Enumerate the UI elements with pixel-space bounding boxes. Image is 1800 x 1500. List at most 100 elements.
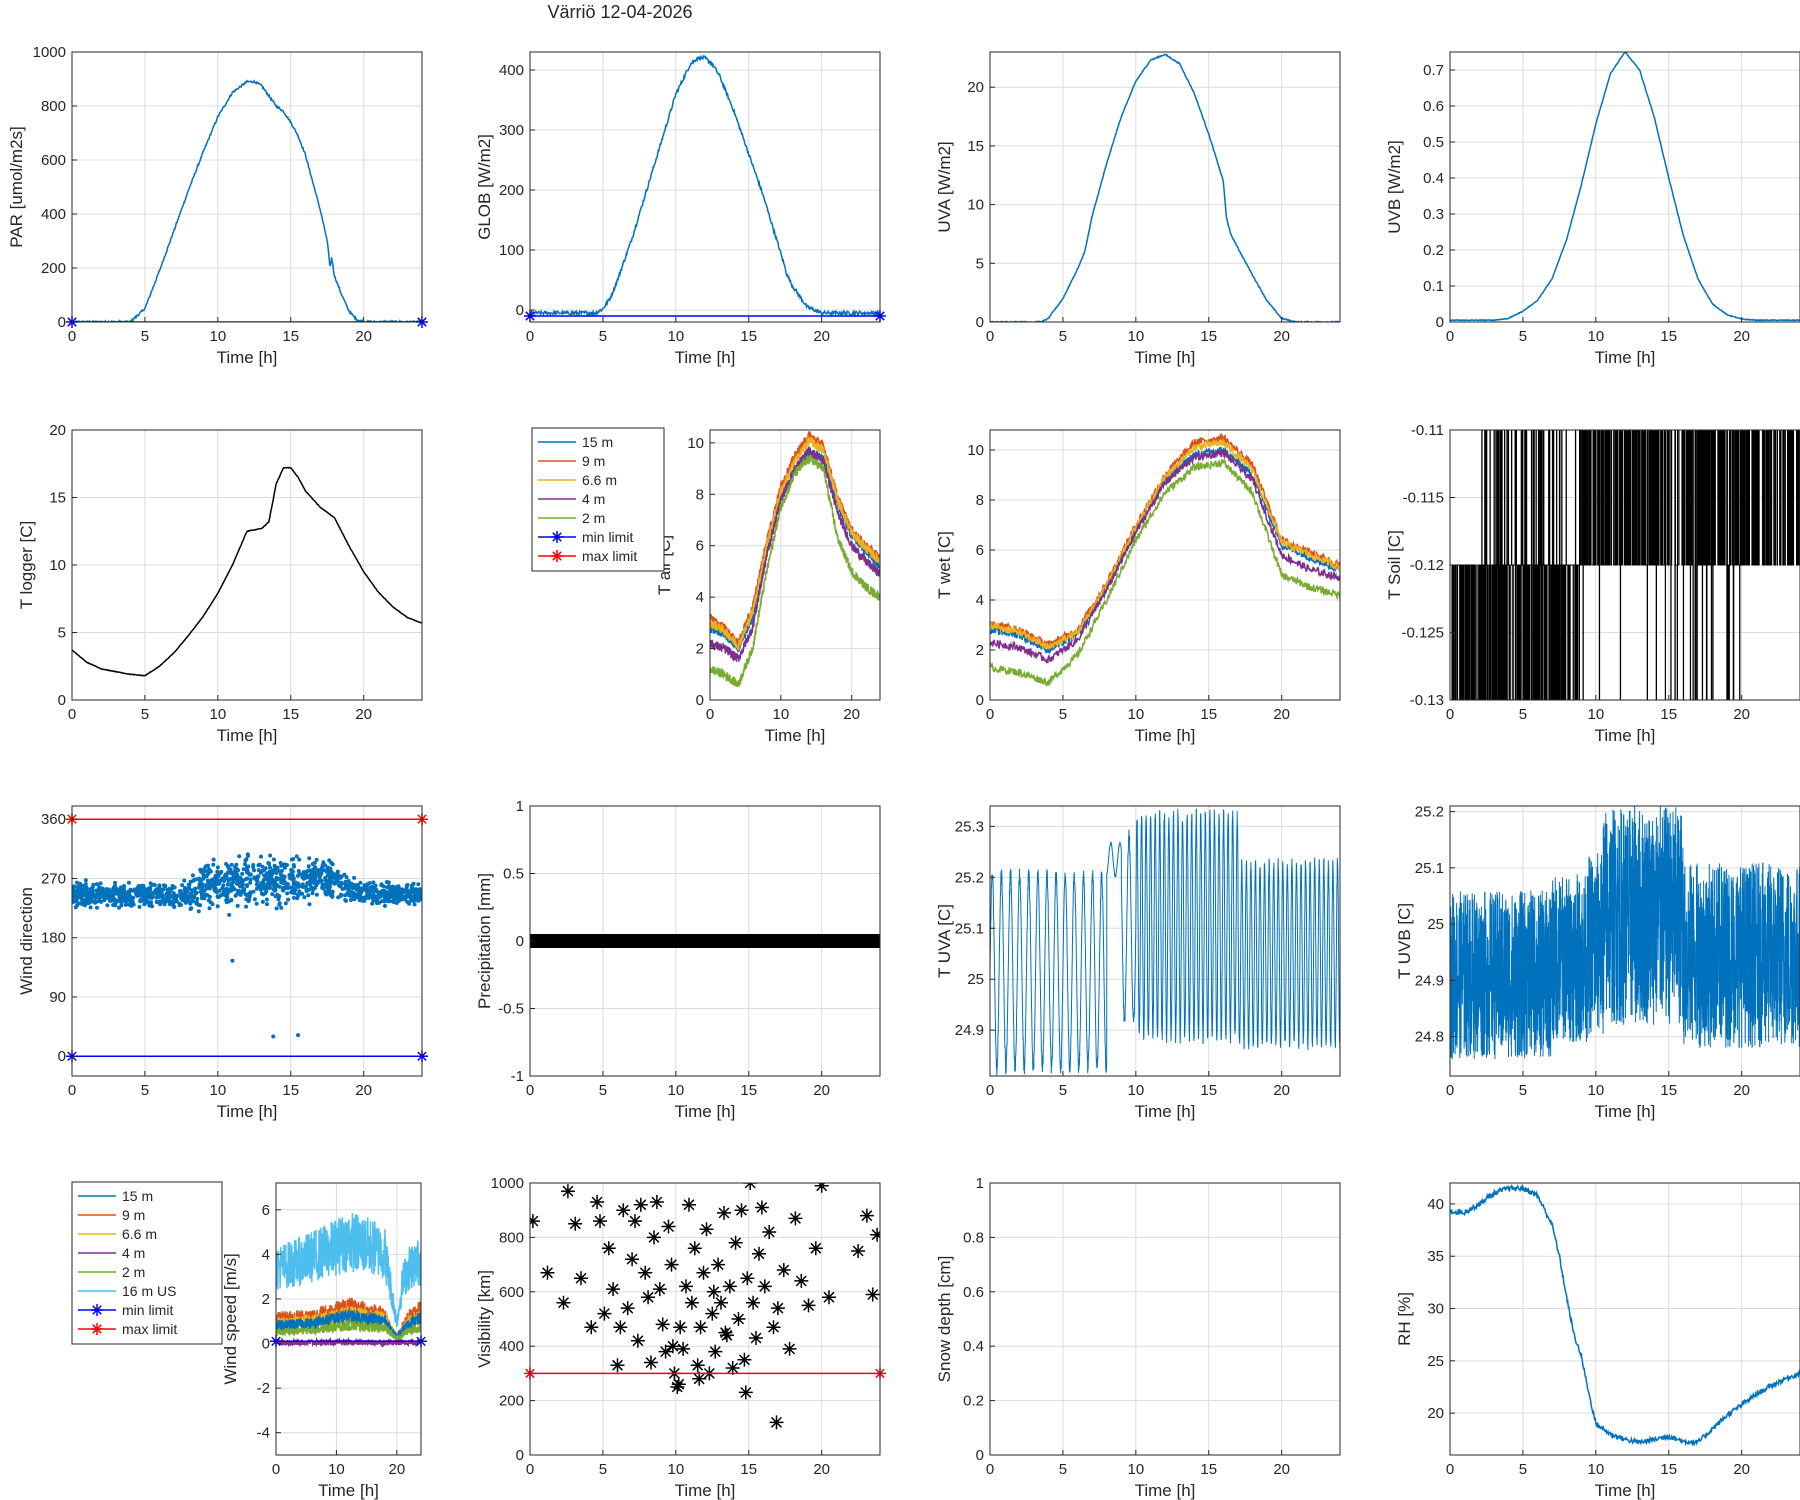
wind-direction-point bbox=[395, 897, 400, 901]
wind-direction-point bbox=[245, 884, 249, 889]
wind-direction-point bbox=[391, 898, 396, 903]
visibility-point bbox=[597, 1306, 612, 1321]
visibility-point bbox=[673, 1320, 688, 1335]
x-axis-label: Time [h] bbox=[318, 1481, 379, 1500]
visibility-point bbox=[633, 1197, 648, 1212]
x-tick-label: 15 bbox=[740, 1461, 757, 1478]
wind-direction-point bbox=[309, 885, 314, 890]
visibility-point bbox=[757, 1279, 772, 1294]
wind-direction-point bbox=[79, 901, 84, 906]
chart-tlogger: 0 5 10 15 20 0 5 10 15 20 Time [h] T logger [C] bbox=[17, 422, 423, 745]
x-tick-label: 5 bbox=[599, 1082, 607, 1099]
x-tick-label: 15 bbox=[1200, 1082, 1217, 1099]
y-tick-label: 800 bbox=[499, 1229, 524, 1246]
wind-direction-point bbox=[243, 858, 248, 863]
y-tick-label: 0.4 bbox=[1423, 170, 1444, 187]
y-axis-label: T Soil [C] bbox=[1385, 530, 1404, 600]
x-tick-label: 10 bbox=[1587, 706, 1604, 723]
legend-label: 6.6 m bbox=[122, 1226, 157, 1242]
wind-direction-point bbox=[94, 894, 98, 899]
x-tick-label: 5 bbox=[1519, 1082, 1527, 1099]
wind-direction-point bbox=[370, 901, 375, 906]
wind-direction-point bbox=[419, 897, 422, 902]
wind-direction-point bbox=[400, 896, 405, 901]
legend-t-air: 15 m 9 m 6.6 m 4 m 2 m min limit max limit bbox=[531, 427, 665, 572]
y-tick-label: 4 bbox=[976, 592, 984, 609]
wind-direction-point bbox=[412, 897, 417, 902]
visibility-point bbox=[687, 1241, 702, 1256]
wind-direction-point bbox=[74, 889, 79, 894]
series-0 bbox=[1450, 430, 1800, 700]
y-tick-label: 25.1 bbox=[955, 920, 984, 937]
wind-direction-point bbox=[235, 881, 240, 886]
visibility-point bbox=[556, 1295, 571, 1310]
wind-direction-point bbox=[260, 899, 265, 904]
wind-direction-point bbox=[216, 872, 221, 877]
y-axis-label: Visibility [km] bbox=[475, 1270, 494, 1368]
wind-direction-point bbox=[265, 902, 269, 907]
wind-direction-point bbox=[118, 894, 123, 899]
legend-star-marker bbox=[551, 531, 563, 543]
axes-frame bbox=[989, 51, 1341, 323]
wind-direction-point bbox=[289, 868, 294, 873]
x-tick-label: 10 bbox=[1587, 1082, 1604, 1099]
visibility-point bbox=[652, 1282, 667, 1297]
wind-direction-point bbox=[317, 868, 322, 873]
visibility-point bbox=[752, 1246, 766, 1261]
x-axis-label: Time [h] bbox=[1135, 348, 1196, 367]
wind-direction-point bbox=[190, 898, 195, 903]
wind-direction-point bbox=[206, 898, 211, 903]
wind-direction-point bbox=[217, 894, 221, 899]
wind-direction-point bbox=[259, 891, 264, 896]
wind-direction-point bbox=[349, 894, 354, 899]
wind-direction-point bbox=[306, 887, 311, 892]
y-tick-label: 1000 bbox=[33, 44, 66, 61]
wind-direction-point bbox=[329, 879, 334, 884]
x-tick-label: 20 bbox=[843, 706, 860, 723]
x-tick-label: 5 bbox=[1059, 706, 1067, 723]
wind-direction-point bbox=[220, 886, 225, 891]
wind-direction-point bbox=[279, 880, 284, 885]
visibility-point bbox=[728, 1235, 743, 1250]
wind-direction-point bbox=[252, 897, 257, 902]
y-tick-label: 25.1 bbox=[1415, 860, 1444, 877]
wind-direction-point bbox=[260, 864, 265, 869]
y-tick-label: 10 bbox=[687, 435, 704, 452]
chart-precip: 0 5 10 15 20 -1 -0.5 0 0.5 1 Time [h] Precipitation… bbox=[475, 798, 881, 1121]
figure-title: Värriö 12-04-2026 bbox=[547, 2, 692, 22]
series-2-m bbox=[710, 454, 880, 688]
wind-direction-point bbox=[230, 870, 235, 875]
wind-direction-point bbox=[296, 869, 301, 873]
y-tick-label: 25 bbox=[967, 971, 984, 988]
wind-direction-point bbox=[379, 882, 384, 887]
wind-direction-point bbox=[286, 897, 291, 902]
series-9-m bbox=[990, 432, 1340, 649]
wind-direction-point bbox=[279, 863, 284, 868]
wind-direction-point bbox=[137, 904, 142, 909]
wind-direction-point bbox=[358, 888, 363, 893]
wind-direction-point bbox=[181, 898, 186, 903]
axes-frame bbox=[529, 51, 881, 323]
x-tick-label: 10 bbox=[328, 1461, 345, 1478]
wind-direction-point bbox=[265, 871, 270, 876]
wind-direction-point bbox=[214, 882, 219, 887]
wind-direction-point bbox=[83, 903, 87, 908]
plot-area bbox=[990, 432, 1340, 687]
wind-direction-point bbox=[104, 887, 109, 892]
x-tick-label: 5 bbox=[1059, 1082, 1067, 1099]
wind-direction-point bbox=[279, 868, 284, 873]
visibility-point bbox=[690, 1358, 705, 1373]
plot-area bbox=[1450, 430, 1800, 700]
wind-direction-point bbox=[137, 891, 142, 896]
visibility-point bbox=[717, 1205, 731, 1220]
wind-direction-point bbox=[157, 883, 162, 888]
x-tick-label: 15 bbox=[1660, 1082, 1677, 1099]
wind-direction-point bbox=[113, 880, 117, 885]
legend-box bbox=[71, 1181, 223, 1345]
wind-direction-point bbox=[412, 902, 417, 907]
wind-direction-point bbox=[354, 887, 359, 892]
y-axis-label: UVA [W/m2] bbox=[935, 141, 954, 232]
wind-direction-point bbox=[300, 891, 305, 896]
wind-direction-point bbox=[203, 892, 208, 897]
